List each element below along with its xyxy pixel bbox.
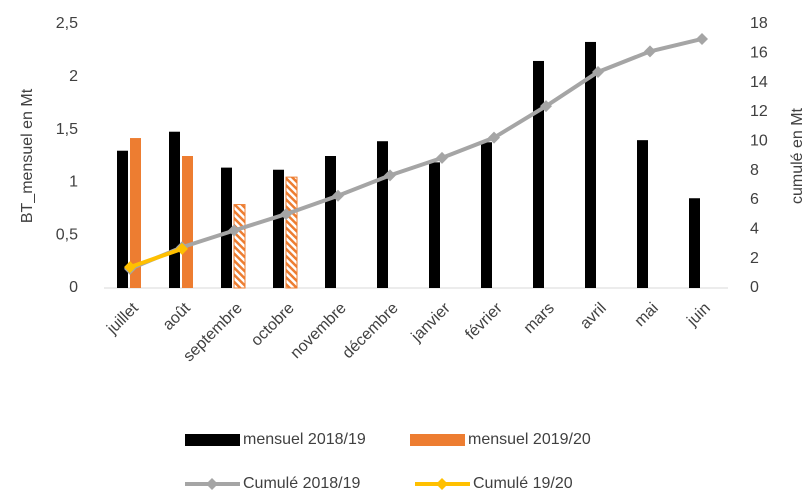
y-tick-label: 1 (69, 174, 78, 191)
bar (429, 162, 440, 288)
bar (182, 156, 193, 288)
x-tick-label: mars (521, 300, 558, 337)
bar (481, 142, 492, 288)
marker (332, 189, 344, 202)
x-tick-label: mai (632, 300, 662, 330)
y2-tick-label: 2 (750, 250, 759, 267)
marker (280, 208, 292, 221)
bar (273, 169, 284, 288)
legend-label: Cumulé 19/20 (473, 475, 573, 492)
legend-marker (206, 478, 218, 490)
x-tick-label: décembre (339, 300, 401, 362)
line (129, 246, 183, 270)
x-tick-label: février (462, 299, 506, 343)
bar (117, 150, 128, 288)
x-tick-label: octobre (248, 300, 298, 350)
marker (644, 45, 656, 58)
bar (377, 141, 388, 288)
y2-tick-label: 8 (750, 162, 759, 179)
x-tick-label: janvier (408, 299, 455, 346)
y2-tick-label: 14 (750, 74, 768, 91)
marker (384, 169, 396, 182)
y-tick-label: 1,5 (56, 121, 78, 138)
marker (696, 32, 708, 45)
y-axis-title: BT_mensuel en Mt (19, 88, 36, 223)
legend-swatch (185, 434, 240, 446)
marker (540, 100, 552, 113)
bar (233, 204, 246, 289)
line (129, 37, 703, 271)
marker (436, 151, 448, 164)
legend-label: mensuel 2018/19 (243, 431, 366, 448)
legend-label: Cumulé 2018/19 (243, 475, 361, 492)
marker (592, 65, 604, 78)
x-tick-label: août (160, 299, 194, 333)
y2-tick-label: 4 (750, 221, 759, 238)
y2-tick-label: 16 (750, 45, 768, 62)
y2-tick-label: 18 (750, 15, 768, 32)
x-tick-label: avril (577, 300, 610, 333)
y2-tick-label: 0 (750, 279, 759, 296)
bar (689, 198, 700, 288)
x-tick-label: juillet (103, 299, 142, 338)
legend-swatch (410, 434, 465, 446)
y2-tick-label: 6 (750, 191, 759, 208)
bar (533, 60, 544, 289)
bar (585, 41, 596, 289)
x-tick-label: juin (683, 300, 713, 330)
bar (130, 138, 141, 288)
y-tick-label: 0,5 (56, 226, 78, 243)
bar (325, 156, 336, 288)
bar (285, 176, 298, 289)
bar (637, 140, 648, 288)
legend-marker (436, 478, 448, 490)
bar (169, 131, 180, 288)
legend-label: mensuel 2019/20 (468, 431, 591, 448)
y-tick-label: 2,5 (56, 15, 78, 32)
marker (488, 131, 500, 144)
marker (124, 261, 136, 274)
y2-tick-label: 12 (750, 103, 768, 120)
marker (228, 224, 240, 237)
y2-tick-label: 10 (750, 133, 768, 150)
y-tick-label: 0 (69, 279, 78, 296)
bar (221, 167, 232, 288)
marker (176, 242, 188, 255)
y-tick-label: 2 (69, 68, 78, 85)
y2-axis-title: cumulé en Mt (789, 107, 806, 204)
x-tick-label: novembre (287, 300, 349, 362)
